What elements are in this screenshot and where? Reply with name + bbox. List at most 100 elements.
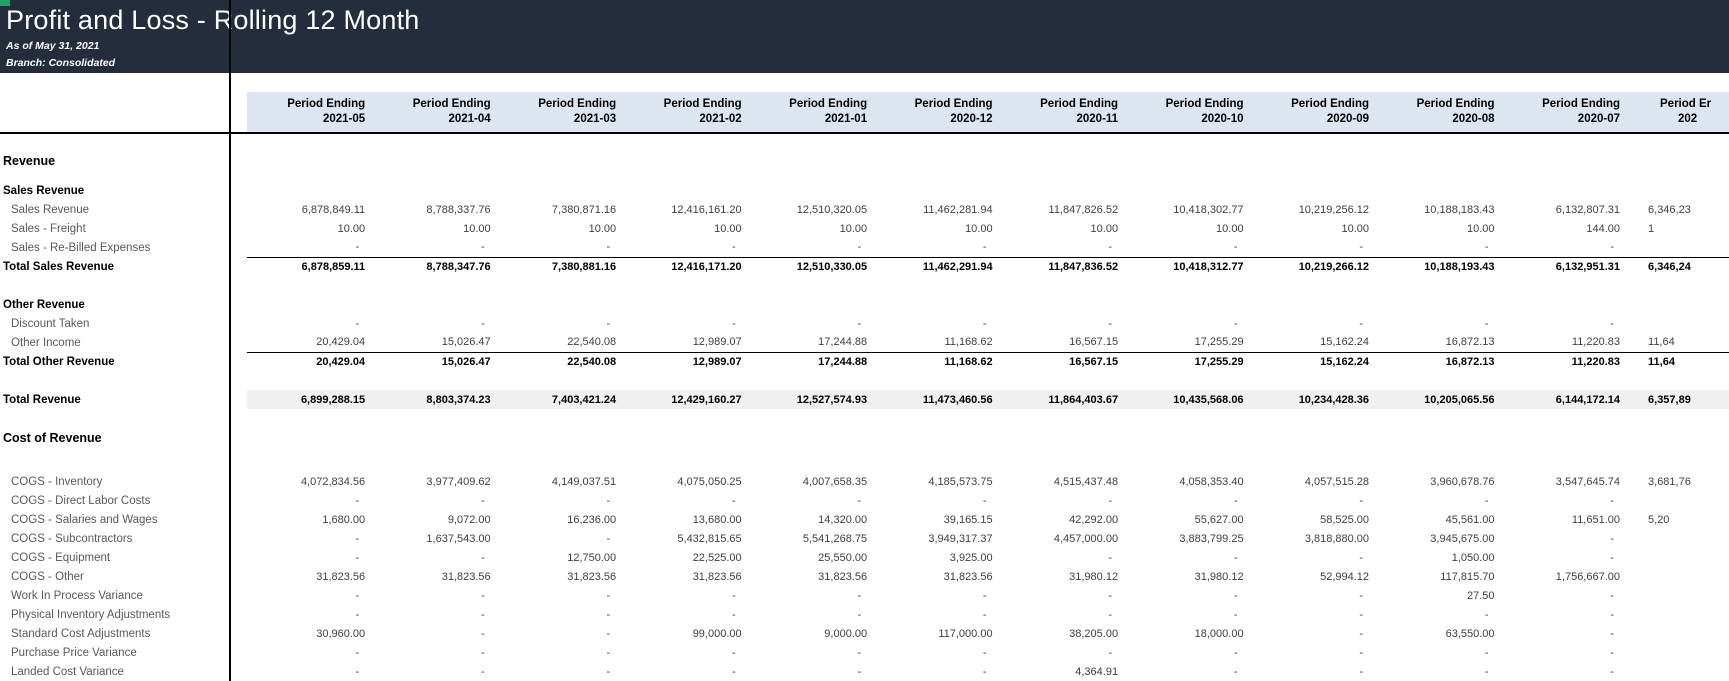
value-cell[interactable]: 45,561.00 — [1445, 513, 1495, 526]
value-cell-cut[interactable] — [1627, 605, 1729, 624]
value-cell[interactable] — [1125, 295, 1250, 314]
value-cell[interactable]: - — [874, 586, 999, 605]
value-cell[interactable]: - — [372, 643, 497, 662]
value-cell[interactable]: 31,980.12 — [1069, 570, 1119, 583]
value-cell[interactable] — [372, 151, 497, 170]
value-cell-cut[interactable] — [1627, 586, 1729, 605]
value-cell[interactable]: 15,162.24 — [1320, 336, 1370, 349]
value-cell[interactable]: - — [1125, 605, 1250, 624]
value-cell[interactable]: 63,550.00 — [1445, 627, 1495, 640]
value-cell[interactable]: 10,188,193.43 — [1376, 256, 1502, 276]
value-cell[interactable] — [874, 151, 999, 170]
value-cell[interactable] — [247, 428, 372, 447]
value-cell[interactable] — [372, 181, 497, 200]
value-cell[interactable]: - — [623, 586, 748, 605]
value-cell[interactable]: 17,255.29 — [1125, 351, 1251, 371]
value-cell[interactable]: - — [1251, 491, 1376, 510]
value-cell[interactable]: 8,788,347.76 — [372, 256, 498, 276]
value-cell[interactable] — [1376, 151, 1501, 170]
value-cell[interactable]: - — [1376, 662, 1501, 681]
value-cell[interactable]: 3,818,880.00 — [1304, 532, 1370, 545]
value-cell[interactable]: - — [498, 605, 623, 624]
value-cell[interactable]: 99,000.00 — [692, 627, 742, 640]
value-cell[interactable]: - — [247, 491, 372, 510]
value-cell[interactable] — [1125, 181, 1250, 200]
value-cell[interactable]: - — [1125, 548, 1250, 567]
value-cell[interactable]: 117,000.00 — [938, 627, 993, 640]
value-cell[interactable]: 15,026.47 — [372, 351, 498, 371]
period-header-cell[interactable]: Period Ending 2021-03 — [497, 92, 624, 134]
value-cell[interactable]: 17,244.88 — [818, 336, 868, 349]
value-cell[interactable]: 5,541,268.75 — [802, 532, 868, 545]
period-header-cell[interactable]: Period Ending 2020-12 — [874, 92, 1000, 134]
value-cell[interactable]: - — [1502, 548, 1627, 567]
value-cell[interactable]: 3,883,799.25 — [1179, 532, 1244, 545]
value-cell[interactable]: - — [623, 662, 748, 681]
value-cell[interactable]: 11,168.62 — [874, 351, 1000, 371]
value-cell[interactable]: - — [1376, 643, 1501, 662]
value-cell[interactable]: 9,072.00 — [447, 513, 491, 526]
value-cell[interactable]: - — [1251, 238, 1376, 257]
value-cell[interactable]: - — [1502, 662, 1627, 681]
value-cell[interactable]: - — [498, 314, 623, 333]
value-cell[interactable]: 3,977,409.62 — [426, 475, 491, 488]
value-cell[interactable]: 15,026.47 — [441, 336, 491, 349]
value-cell[interactable]: - — [1376, 491, 1501, 510]
value-cell[interactable]: 16,567.15 — [1069, 336, 1119, 349]
value-cell[interactable]: - — [247, 548, 372, 567]
value-cell[interactable]: 4,457,000.00 — [1053, 532, 1119, 545]
value-cell[interactable]: 4,072,834.56 — [300, 475, 366, 488]
value-cell[interactable] — [1000, 151, 1125, 170]
value-cell[interactable] — [1502, 151, 1627, 170]
value-cell[interactable] — [498, 181, 623, 200]
value-cell[interactable]: - — [498, 491, 623, 510]
value-cell[interactable]: 12,750.00 — [567, 551, 617, 564]
value-cell[interactable]: - — [749, 586, 874, 605]
value-cell[interactable] — [1000, 181, 1125, 200]
value-cell[interactable]: - — [247, 643, 372, 662]
value-cell[interactable]: - — [1000, 238, 1125, 257]
value-cell[interactable]: - — [623, 314, 748, 333]
value-cell-cut[interactable]: 6,346,23 — [1648, 203, 1691, 216]
value-cell[interactable]: 10,219,266.12 — [1250, 256, 1377, 276]
value-cell[interactable] — [1502, 428, 1627, 447]
value-cell[interactable]: - — [1502, 491, 1627, 510]
row-label-cell[interactable]: Total Other Revenue — [3, 355, 115, 368]
value-cell[interactable]: 42,292.00 — [1069, 513, 1119, 526]
value-cell-cut[interactable] — [1627, 662, 1729, 681]
value-cell[interactable]: 16,236.00 — [567, 513, 617, 526]
value-cell[interactable]: 10,234,428.36 — [1250, 390, 1377, 409]
value-cell[interactable]: - — [1502, 624, 1627, 643]
value-cell[interactable]: 11,847,836.52 — [999, 256, 1126, 276]
row-label-cell[interactable]: COGS - Equipment — [11, 551, 111, 564]
row-label-cell[interactable]: Total Revenue — [3, 393, 81, 406]
value-cell[interactable]: 22,540.08 — [567, 336, 617, 349]
value-cell[interactable]: 17,244.88 — [748, 351, 875, 371]
value-cell[interactable]: 4,075,050.25 — [677, 475, 742, 488]
row-label-cell[interactable]: Work In Process Variance — [11, 589, 143, 602]
row-label-cell[interactable]: Sales - Freight — [11, 222, 86, 235]
row-label-cell[interactable]: Other Income — [11, 336, 81, 349]
value-cell[interactable] — [1000, 428, 1125, 447]
value-cell[interactable]: 12,416,171.20 — [623, 256, 749, 276]
value-cell[interactable]: - — [1125, 238, 1250, 257]
value-cell[interactable]: - — [749, 643, 874, 662]
value-cell[interactable]: 10.00 — [965, 222, 993, 235]
value-cell[interactable]: - — [1251, 643, 1376, 662]
row-label-header-cell[interactable] — [0, 92, 247, 134]
value-cell[interactable]: - — [1000, 605, 1125, 624]
value-cell[interactable]: 8,788,337.76 — [426, 203, 491, 216]
value-cell[interactable]: 9,000.00 — [824, 627, 868, 640]
value-cell[interactable]: - — [623, 238, 748, 257]
value-cell-cut[interactable] — [1627, 314, 1729, 333]
value-cell[interactable]: 117,815.70 — [1440, 570, 1495, 583]
value-cell[interactable]: 10.00 — [1467, 222, 1495, 235]
value-cell[interactable]: - — [749, 314, 874, 333]
value-cell[interactable]: 10,188,183.43 — [1424, 203, 1495, 216]
row-label-cell[interactable]: COGS - Direct Labor Costs — [11, 494, 151, 507]
value-cell[interactable] — [749, 428, 874, 447]
value-cell[interactable] — [247, 151, 372, 170]
value-cell[interactable]: 30,960.00 — [316, 627, 366, 640]
value-cell[interactable]: - — [372, 624, 497, 643]
value-cell-cut[interactable] — [1627, 428, 1729, 447]
